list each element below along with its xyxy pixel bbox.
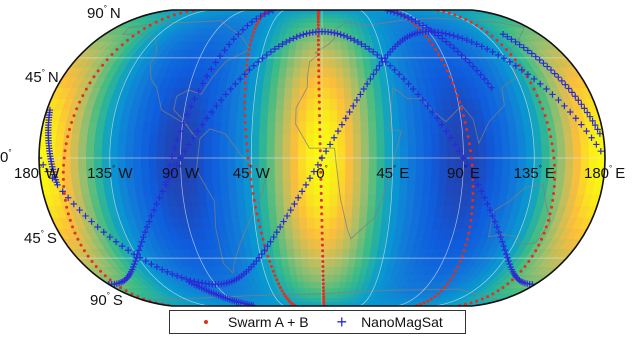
lon-label-90: 90° E (447, 164, 480, 182)
svg-text:90°S: 90° S (90, 291, 123, 309)
lat-label-minus45: 45° S (24, 229, 57, 247)
svg-text:90°W: 90° W (162, 164, 200, 182)
svg-text:45°E: 45° E (376, 164, 409, 182)
svg-text:0°: 0° (0, 148, 12, 166)
graticule (39, 10, 605, 306)
svg-text:180°E: 180° E (584, 164, 625, 182)
svg-text:45°W: 45° W (233, 164, 271, 182)
lat-label-minus90: 90° S (90, 291, 123, 309)
nanomagsat-legend-marker: + (336, 312, 348, 332)
lon-label-minus45: 45° W (233, 164, 271, 182)
svg-text:45°N: 45° N (25, 68, 59, 86)
lon-label-minus180: 180° W (14, 164, 60, 182)
lon-label-minus90: 90° W (162, 164, 200, 182)
lat-label-45: 45° N (25, 68, 59, 86)
lon-label-minus135: 135° W (87, 164, 133, 182)
lon-label-135: 135° E (514, 164, 555, 182)
svg-text:45°S: 45° S (24, 229, 57, 247)
svg-text:135°W: 135° W (87, 164, 133, 182)
legend: Swarm A + B + NanoMagSat (169, 310, 466, 334)
lat-label-90: 90° N (87, 4, 121, 22)
svg-text:180°W: 180° W (14, 164, 60, 182)
nanomagsat-legend-label: NanoMagSat (361, 314, 443, 330)
svg-text:0°: 0° (316, 164, 328, 182)
axis-labels: 90° N 45° N 0° 45° S 90° S 180° W 135° W 90° W 45° W 0° 45… (0, 4, 625, 309)
map-frame (38, 9, 606, 307)
swarm-legend-label: Swarm A + B (228, 314, 309, 330)
swarm-legend-marker (204, 320, 208, 324)
lon-label-0: 0° (316, 164, 328, 182)
nanomagsat-ground-tracks (39, 10, 605, 306)
svg-text:90°N: 90° N (87, 4, 121, 22)
lon-label-45: 45° E (376, 164, 409, 182)
lat-label-0: 0° (0, 148, 12, 166)
svg-text:90°E: 90° E (447, 164, 480, 182)
lon-label-180: 180° E (584, 164, 625, 182)
svg-text:135°E: 135° E (514, 164, 555, 182)
field-intensity-heatmap (39, 10, 605, 306)
